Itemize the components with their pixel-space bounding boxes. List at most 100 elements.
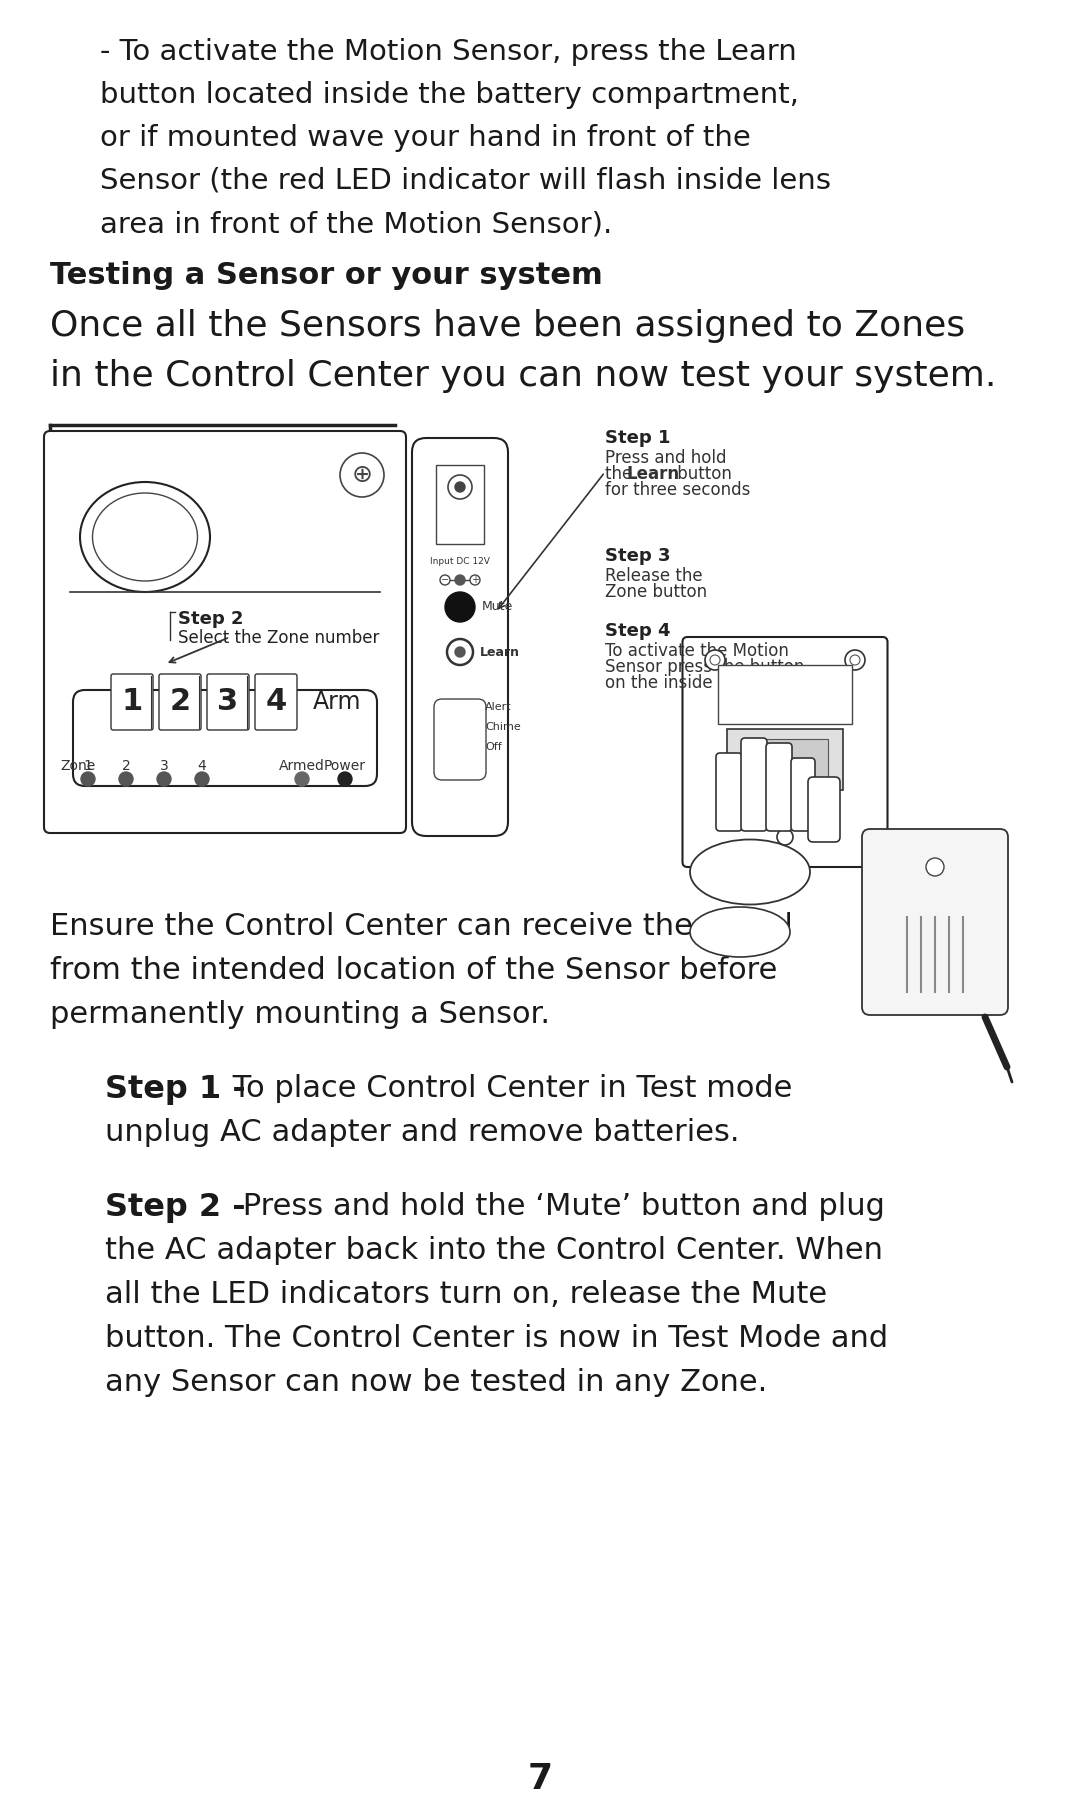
Text: 7: 7 [527,1762,553,1796]
Text: permanently mounting a Sensor.: permanently mounting a Sensor. [50,1001,550,1030]
Circle shape [440,574,450,585]
Circle shape [455,482,465,491]
Text: Step 3: Step 3 [605,547,671,565]
Text: for three seconds: for three seconds [605,481,751,499]
Text: from the intended location of the Sensor before: from the intended location of the Sensor… [50,956,778,985]
Text: button. The Control Center is now in Test Mode and: button. The Control Center is now in Tes… [105,1325,888,1354]
Text: Armed: Armed [279,760,325,772]
Text: ⊕: ⊕ [351,463,373,488]
FancyBboxPatch shape [436,464,484,544]
Text: Press and hold: Press and hold [605,448,727,466]
Text: Ensure the Control Center can receive the signal: Ensure the Control Center can receive th… [50,913,793,941]
Circle shape [845,650,865,670]
Text: Step 2: Step 2 [178,610,243,628]
Text: Testing a Sensor or your system: Testing a Sensor or your system [50,261,603,290]
Text: the AC adapter back into the Control Center. When: the AC adapter back into the Control Cen… [105,1237,883,1265]
FancyBboxPatch shape [44,430,406,833]
Circle shape [455,646,465,657]
Text: 1: 1 [121,688,143,716]
Circle shape [295,772,309,787]
FancyBboxPatch shape [766,743,792,832]
Text: Input DC 12V: Input DC 12V [430,558,490,567]
Circle shape [119,772,133,787]
Text: 3: 3 [160,760,168,772]
Circle shape [710,655,720,664]
FancyBboxPatch shape [862,830,1008,1015]
Text: To activate the Motion: To activate the Motion [605,643,788,661]
Ellipse shape [80,482,210,592]
FancyBboxPatch shape [207,673,249,731]
Circle shape [340,454,384,497]
Text: Alert: Alert [485,702,512,713]
Text: unplug AC adapter and remove batteries.: unplug AC adapter and remove batteries. [105,1118,740,1147]
Text: Press and hold the ‘Mute’ button and plug: Press and hold the ‘Mute’ button and plu… [233,1192,885,1220]
Text: +: + [471,574,480,585]
Circle shape [447,639,473,664]
Text: Off: Off [485,742,502,752]
Text: area in front of the Motion Sensor).: area in front of the Motion Sensor). [100,211,612,238]
FancyBboxPatch shape [727,729,843,790]
Text: Release the: Release the [605,567,703,585]
Text: Mute: Mute [482,601,513,614]
Text: button: button [672,464,732,482]
Text: Once all the Sensors have been assigned to Zones: Once all the Sensors have been assigned … [50,310,966,344]
Circle shape [455,574,465,585]
Circle shape [926,859,944,877]
Circle shape [448,475,472,499]
Text: Chime: Chime [485,722,521,733]
FancyBboxPatch shape [808,778,840,842]
Circle shape [445,592,475,623]
Text: Sensor (the red LED indicator will flash inside lens: Sensor (the red LED indicator will flash… [100,167,831,194]
FancyBboxPatch shape [741,738,767,832]
FancyBboxPatch shape [255,673,297,731]
Text: 4: 4 [198,760,206,772]
Text: Power: Power [324,760,366,772]
Circle shape [470,574,480,585]
Text: button located inside the battery compartment,: button located inside the battery compar… [100,81,799,110]
Text: Learn: Learn [480,646,519,659]
Ellipse shape [690,907,789,958]
Text: in the Control Center you can now test your system.: in the Control Center you can now test y… [50,358,997,392]
Text: Step 1: Step 1 [605,428,671,446]
Text: any Sensor can now be tested in any Zone.: any Sensor can now be tested in any Zone… [105,1368,767,1397]
FancyBboxPatch shape [434,698,486,779]
Text: Zone button: Zone button [605,583,707,601]
Circle shape [195,772,210,787]
Circle shape [338,772,352,787]
FancyBboxPatch shape [411,437,508,835]
Text: 1: 1 [83,760,93,772]
Text: 2: 2 [170,688,190,716]
Text: Zone: Zone [60,760,95,772]
Text: 2: 2 [122,760,131,772]
FancyBboxPatch shape [742,740,828,783]
FancyBboxPatch shape [791,758,815,832]
Text: −: − [441,574,449,585]
Circle shape [777,830,793,844]
FancyBboxPatch shape [159,673,201,731]
Ellipse shape [93,493,198,581]
Ellipse shape [690,839,810,904]
Text: all the LED indicators turn on, release the Mute: all the LED indicators turn on, release … [105,1280,827,1309]
Text: Sensor press the button: Sensor press the button [605,659,805,677]
FancyBboxPatch shape [716,752,742,832]
FancyBboxPatch shape [73,689,377,787]
Text: the: the [605,464,637,482]
Circle shape [850,655,860,664]
Text: Arm: Arm [313,689,362,715]
Text: Step 4: Step 4 [605,623,671,641]
FancyBboxPatch shape [683,637,888,868]
Text: Step 1 -: Step 1 - [105,1075,246,1105]
Text: on the inside of the unit.: on the inside of the unit. [605,673,809,691]
Text: 4: 4 [266,688,286,716]
Circle shape [81,772,95,787]
Text: Select the Zone number: Select the Zone number [178,628,379,646]
FancyBboxPatch shape [111,673,153,731]
Circle shape [705,650,725,670]
Text: To place Control Center in Test mode: To place Control Center in Test mode [222,1075,793,1103]
Text: Learn: Learn [627,464,680,482]
Text: 3: 3 [217,688,239,716]
Text: Step 2 -: Step 2 - [105,1192,245,1222]
FancyBboxPatch shape [718,664,852,724]
Text: or if mounted wave your hand in front of the: or if mounted wave your hand in front of… [100,124,751,151]
Circle shape [157,772,171,787]
